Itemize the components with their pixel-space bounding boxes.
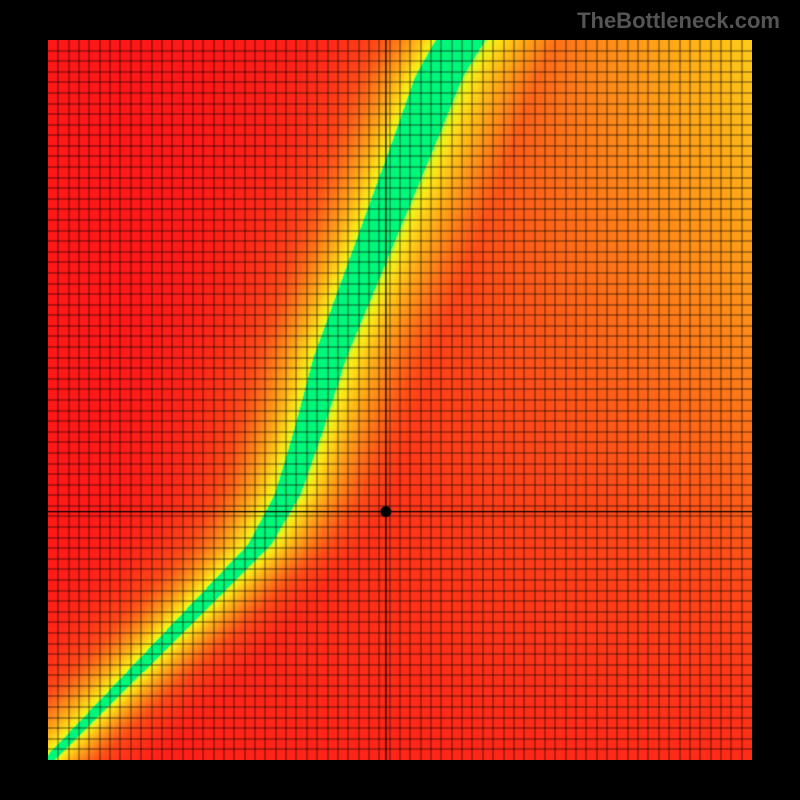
heatmap-plot	[48, 40, 752, 760]
watermark-text: TheBottleneck.com	[577, 8, 780, 34]
root: TheBottleneck.com	[0, 0, 800, 800]
heatmap-canvas	[48, 40, 752, 760]
